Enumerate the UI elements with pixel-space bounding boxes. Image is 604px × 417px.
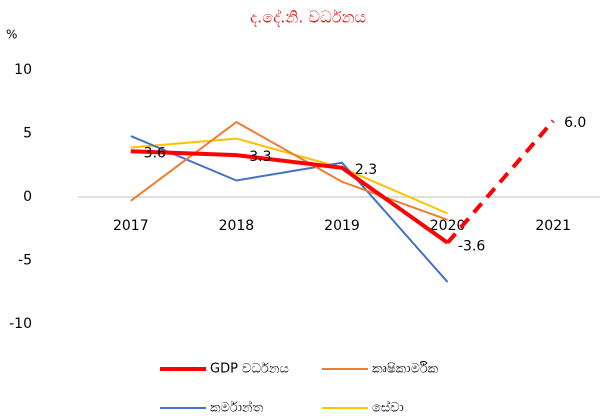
legend-label: GDP වර්ධනය — [210, 361, 289, 377]
data-label: -3.6 — [458, 239, 485, 255]
data-label: 3.6 — [144, 145, 166, 161]
series-line — [446, 119, 555, 245]
x-tick-label: 2019 — [324, 218, 360, 234]
chart-title: ද.දේ.නි. වර්ධනය — [250, 8, 366, 27]
y-tick-label: 0 — [23, 189, 32, 205]
legend-label: කෘෂිකාර්මික — [372, 361, 439, 377]
series-line — [130, 135, 449, 283]
y-tick-label: -10 — [9, 316, 32, 332]
x-tick-label: 2018 — [219, 218, 255, 234]
legend-label: සේවා — [372, 399, 404, 415]
x-tick-label: 2017 — [113, 218, 149, 234]
data-label: 2.3 — [355, 162, 377, 178]
y-tick-label: 10 — [14, 62, 32, 78]
legend-label: කර්මාන්ත — [210, 399, 264, 415]
series-line — [130, 120, 448, 221]
x-tick-label: 2020 — [430, 218, 466, 234]
x-tick-label: 2021 — [535, 218, 571, 234]
y-axis-label: % — [6, 28, 17, 42]
series-line — [130, 137, 448, 215]
data-label: 6.0 — [564, 115, 586, 131]
y-tick-label: -5 — [18, 253, 32, 269]
series-line — [130, 149, 449, 245]
y-tick-label: 5 — [23, 126, 32, 142]
data-label: 3.3 — [249, 149, 271, 165]
